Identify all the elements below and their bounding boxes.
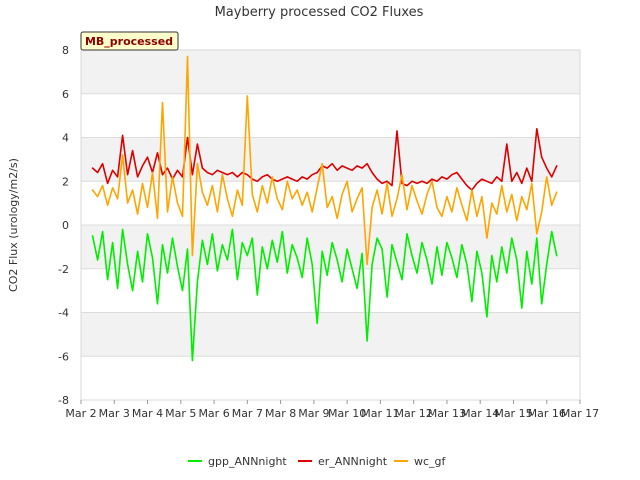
legend: gpp_ANNnight er_ANNnight wc_gf [188, 455, 447, 468]
plot-frame [80, 49, 581, 401]
x-tick-label: Mar 5 [165, 407, 196, 420]
plot-band [81, 93, 580, 138]
series-lines [91, 55, 558, 362]
plot-band [81, 50, 580, 94]
plot-band [81, 356, 580, 400]
plot-band [81, 181, 580, 225]
y-tick-label: 8 [62, 44, 69, 57]
x-tick-label: Mar 11 [361, 407, 399, 420]
x-tick-label: Mar 17 [561, 407, 599, 420]
panel-tag-label: MB_processed [85, 35, 173, 48]
series-line-er_ANNnight [91, 128, 558, 191]
x-tick-label: Mar 8 [265, 407, 296, 420]
y-tick-label: -2 [58, 263, 69, 276]
y-tick-label: 2 [62, 175, 69, 188]
y-tick-label: -8 [58, 394, 69, 407]
plot-band [81, 225, 580, 269]
plot-background [81, 50, 580, 400]
legend-label: er_ANNnight [318, 455, 388, 468]
x-tick-label: Mar 12 [395, 407, 433, 420]
x-tick-label: Mar 7 [232, 407, 263, 420]
chart-title: Mayberry processed CO2 Fluxes [215, 5, 424, 20]
panel-tag-box [80, 31, 179, 51]
legend-label: wc_gf [414, 455, 447, 468]
x-axis: Mar 2 Mar 3 Mar 4 Mar 5 Mar 6 Mar 7 Mar 8 Mar 9… [65, 400, 599, 420]
x-tick-label: Mar 6 [198, 407, 229, 420]
x-tick-label: Mar 15 [494, 407, 532, 420]
y-tick-label: 4 [62, 132, 69, 145]
y-tick-label: 0 [62, 219, 69, 232]
x-tick-label: Mar 13 [428, 407, 466, 420]
y-axis-label: CO2 Flux (urology/m2/s) [7, 158, 20, 292]
x-tick-label: Mar 10 [328, 407, 366, 420]
y-tick-label: 6 [62, 88, 69, 101]
plot-band [81, 312, 580, 357]
series-line-gpp_ANNnight [91, 228, 558, 362]
x-tick-label: Mar 2 [65, 407, 96, 420]
x-tick-label: Mar 16 [528, 407, 566, 420]
x-tick-label: Mar 4 [132, 407, 163, 420]
legend-item-wc_gf: wc_gf [394, 455, 447, 468]
y-tick-label: -4 [58, 307, 69, 320]
x-tick-label: Mar 14 [461, 407, 499, 420]
x-tick-label: Mar 3 [99, 407, 130, 420]
legend-label: gpp_ANNnight [208, 455, 287, 468]
legend-item-er_ANNnight: er_ANNnight [298, 455, 388, 468]
series-line-wc_gf [91, 55, 558, 266]
x-tick-label: Mar 9 [298, 407, 329, 420]
panel-tag: MB_processed [80, 31, 179, 51]
y-axis: -8 -6 -4 -2 0 2 4 6 8 [58, 44, 69, 407]
legend-item-gpp_ANNnight: gpp_ANNnight [188, 455, 287, 468]
y-tick-label: -6 [58, 350, 69, 363]
